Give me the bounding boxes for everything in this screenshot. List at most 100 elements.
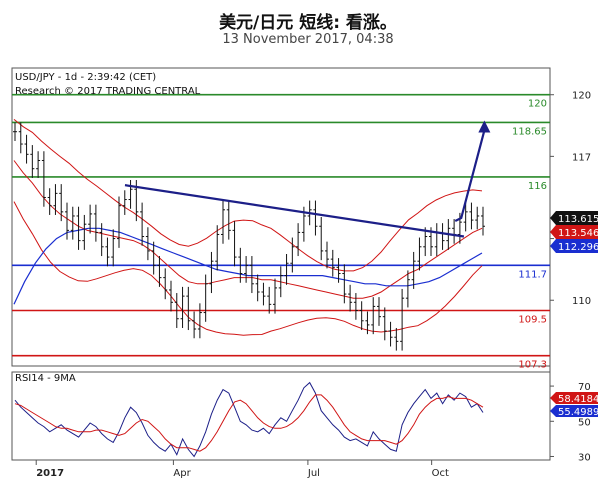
x-axis-label: Jul xyxy=(307,468,320,479)
x-axis-label: Apr xyxy=(173,468,191,479)
price-bar xyxy=(255,274,260,302)
price-bar xyxy=(336,258,341,283)
price-bar xyxy=(463,202,468,232)
price-bar xyxy=(76,206,81,250)
chart-info-line: USD/JPY - 1d - 2:39:42 (CET) xyxy=(15,72,156,83)
forecast-arrow-line xyxy=(454,130,486,223)
band-mid-line xyxy=(13,160,483,299)
price-bar xyxy=(111,229,116,267)
price-bar xyxy=(99,223,104,257)
price-bar xyxy=(88,204,93,234)
level-label-5: 107.3 xyxy=(518,360,547,371)
price-bar xyxy=(330,249,335,277)
price-bar xyxy=(209,251,214,294)
price-bar xyxy=(226,200,231,240)
price-bar xyxy=(388,321,393,347)
rsi-tag-box xyxy=(550,405,598,417)
price-bar xyxy=(70,206,75,240)
price-bar xyxy=(82,214,87,250)
price-axis-label: 110 xyxy=(572,296,591,307)
price-bar xyxy=(174,293,179,328)
trend-line xyxy=(124,184,465,238)
price-bar xyxy=(469,202,474,230)
level-label-0: 120 xyxy=(528,99,547,110)
price-bar xyxy=(47,188,52,215)
price-bar xyxy=(319,217,324,261)
price-bar xyxy=(36,151,41,178)
price-bar xyxy=(24,134,29,164)
price-bar xyxy=(215,225,220,271)
price-axis-label: 120 xyxy=(572,91,591,102)
price-bar xyxy=(423,227,428,257)
price-bar xyxy=(13,122,17,141)
price-bar xyxy=(18,122,23,154)
price-bar xyxy=(151,241,156,275)
price-bar xyxy=(325,241,329,269)
x-axis-label: 2017 xyxy=(36,468,64,479)
price-tag-box xyxy=(550,239,598,253)
price-bar xyxy=(284,253,289,285)
x-axis-label: Oct xyxy=(432,468,449,479)
price-bar xyxy=(348,284,353,312)
page-title: 美元/日元 短线: 看涨。 xyxy=(219,13,397,33)
price-bar xyxy=(105,237,110,267)
price-bar xyxy=(117,196,121,248)
price-bar xyxy=(359,301,364,331)
price-bar xyxy=(192,311,197,339)
rsi-axis-label: 50 xyxy=(578,417,591,428)
price-bar xyxy=(163,268,168,300)
price-tag-box xyxy=(550,211,598,225)
price-bar xyxy=(365,311,370,335)
band-lower-line xyxy=(13,201,483,336)
level-label-1: 118.65 xyxy=(512,126,547,137)
price-bar xyxy=(145,227,150,261)
rsi-tag-box xyxy=(550,392,598,404)
price-bar xyxy=(411,251,416,289)
price-bar xyxy=(232,221,237,267)
rsi-axis-label: 30 xyxy=(578,452,591,463)
price-bar xyxy=(59,184,64,222)
price-bar xyxy=(122,190,127,215)
price-bar xyxy=(53,184,58,215)
price-bar xyxy=(278,266,283,298)
price-bar xyxy=(371,297,376,335)
price-bar xyxy=(93,204,98,242)
ma-blue-line xyxy=(13,227,483,305)
price-bar xyxy=(203,274,208,322)
price-tag-box xyxy=(550,225,598,239)
price-bar xyxy=(353,293,358,320)
rsi-tag-text: 58.4184 xyxy=(558,394,599,405)
price-bar xyxy=(313,200,318,236)
price-bar xyxy=(65,202,69,240)
price-bar xyxy=(249,256,254,294)
page-subtitle: 13 November 2017, 04:38 xyxy=(222,32,394,47)
price-bar xyxy=(475,206,480,230)
rsi-line xyxy=(14,381,484,458)
level-label-4: 109.5 xyxy=(518,315,547,326)
level-label-3: 111.7 xyxy=(518,269,547,280)
price-axis-label: 117 xyxy=(572,152,591,163)
rsi-panel-frame xyxy=(11,371,551,461)
price-bar xyxy=(296,223,301,257)
rsi-ma-line xyxy=(14,394,484,452)
price-bar xyxy=(261,282,266,306)
price-bar xyxy=(405,270,410,308)
price-bar xyxy=(30,145,35,178)
price-bar xyxy=(342,264,347,304)
chart-copyright: Research © 2017 TRADING CENTRAL xyxy=(15,86,201,97)
price-bar xyxy=(180,286,185,328)
price-bar xyxy=(221,200,225,244)
price-bar xyxy=(41,151,46,207)
price-bar xyxy=(382,307,387,341)
price-bar xyxy=(400,288,405,351)
price-bar xyxy=(377,297,381,326)
rsi-label: RSI14 - 9MA xyxy=(15,373,76,384)
level-label-2: 116 xyxy=(528,181,547,192)
price-bar xyxy=(417,237,422,271)
price-bar xyxy=(169,280,173,312)
price-bar xyxy=(128,180,133,209)
main-panel-frame xyxy=(11,67,551,367)
price-bar xyxy=(481,206,485,236)
price-bar xyxy=(273,278,277,314)
